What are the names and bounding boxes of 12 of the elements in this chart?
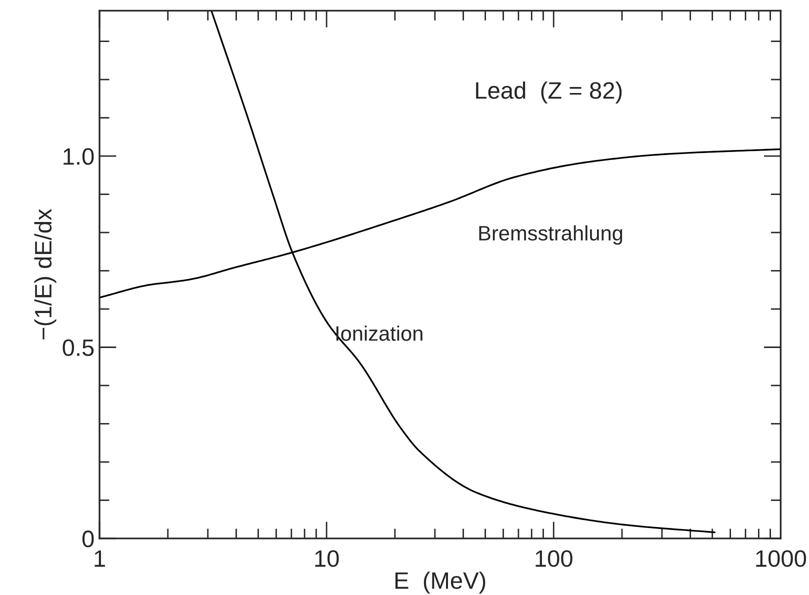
x-tick-label: 1 [94, 550, 105, 567]
y-tick-label: 0 [82, 530, 94, 548]
x-axis-title: E (MeV) [395, 572, 486, 594]
y-tick-label: 0.5 [62, 339, 94, 356]
annotation: Lead (Z = 82) [476, 82, 622, 104]
annotation: Bremsstrahlung [479, 225, 622, 245]
x-tick-label: 1000 [756, 550, 806, 567]
y-axis-title: −(1/E) dE/dx [34, 208, 56, 340]
y-tick-label: 1.0 [64, 148, 94, 165]
x-tick-label: 10 [315, 550, 339, 567]
annotation: Ionization [336, 326, 422, 341]
x-tick-label: 100 [536, 550, 572, 567]
